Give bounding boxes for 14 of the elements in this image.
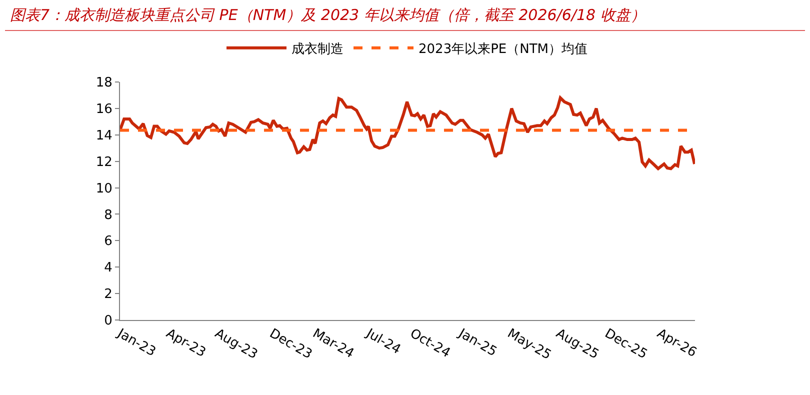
legend-label: 2023年以来PE（NTM）均值 — [418, 42, 588, 57]
y-tick-label: 4 — [104, 260, 112, 276]
y-tick-label: 18 — [96, 76, 112, 91]
y-tick-label: 6 — [104, 234, 112, 250]
y-tick-label: 16 — [96, 102, 112, 117]
chart-title: 图表7：成衣制造板块重点公司 PE（NTM）及 2023 年以来均值（倍，截至 2026/6/18 收盘） — [10, 6, 646, 25]
y-tick-label: 12 — [96, 154, 112, 170]
y-tick-label: 14 — [96, 128, 112, 144]
y-tick-label: 10 — [96, 181, 112, 196]
y-tick-label: 2 — [104, 287, 112, 302]
y-tick-label: 8 — [104, 208, 112, 223]
y-tick-label: 0 — [104, 314, 112, 329]
legend-label: 成衣制造 — [292, 42, 344, 57]
line-series — [120, 96, 695, 170]
